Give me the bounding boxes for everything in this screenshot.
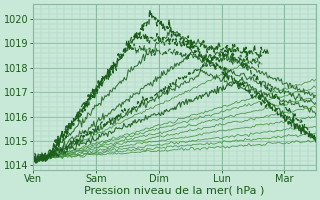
X-axis label: Pression niveau de la mer( hPa ): Pression niveau de la mer( hPa ) [84,186,265,196]
